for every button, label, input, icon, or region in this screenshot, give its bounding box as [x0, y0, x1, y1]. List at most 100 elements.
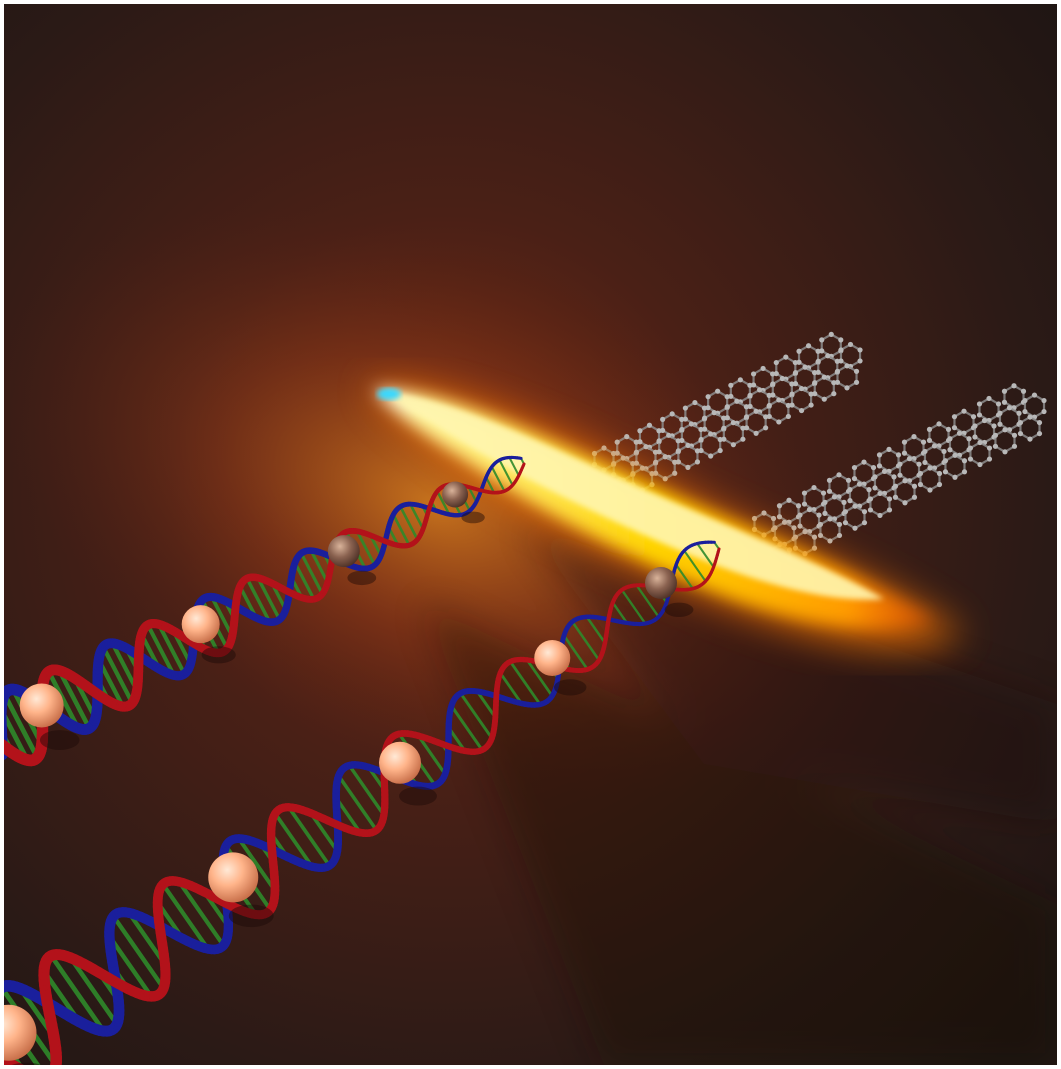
graphene-atom — [819, 337, 825, 343]
graphene-atom — [705, 394, 711, 400]
graphene-atom — [897, 472, 903, 478]
base-pair — [675, 564, 694, 590]
graphene-atom — [662, 454, 668, 460]
graphene-atom — [740, 436, 746, 442]
graphene-atom — [831, 391, 837, 397]
graphene-atom — [685, 464, 691, 470]
graphene-atom — [886, 446, 892, 452]
graphene-atom — [750, 382, 757, 388]
graphene-atom — [1036, 419, 1043, 426]
base-pair — [409, 503, 425, 530]
graphene-atom — [847, 487, 853, 493]
graphene-atom — [931, 443, 938, 449]
graphene-atom — [986, 456, 993, 462]
graphene-atom — [972, 423, 978, 429]
graphene-atom — [1002, 427, 1008, 433]
base-pair — [490, 466, 506, 492]
base-pair — [499, 672, 523, 705]
graphene-atom — [801, 501, 808, 507]
strand-red — [716, 547, 721, 554]
graphene-atom — [724, 404, 730, 410]
base-pair — [347, 764, 386, 817]
graphene-atom — [911, 494, 918, 500]
graphene-atom — [708, 431, 714, 437]
graphene-atom — [881, 468, 888, 475]
graphene-atom — [643, 444, 649, 450]
flame — [369, 384, 964, 649]
base-pair — [110, 642, 139, 692]
graphene-atom — [853, 368, 860, 374]
graphene-atom — [773, 370, 779, 377]
base-pair — [46, 670, 81, 730]
dna-helices — [4, 455, 721, 1065]
graphene-atom — [927, 465, 933, 471]
graphene-atom — [633, 449, 640, 455]
graphene-atom — [867, 496, 874, 502]
base-pair — [57, 669, 92, 730]
graphene-atom — [820, 490, 827, 496]
base-pair — [309, 549, 329, 584]
graphene-atom — [822, 499, 828, 505]
base-pair — [450, 705, 484, 751]
graphene-atom — [906, 456, 913, 462]
graphene-atom — [942, 458, 949, 464]
graphene-atom — [737, 377, 743, 383]
graphene-atom — [1031, 392, 1038, 398]
base-pair — [485, 476, 495, 494]
graphene-atom — [866, 487, 872, 493]
graphene-atom — [637, 428, 643, 434]
graphene-atom — [692, 399, 698, 406]
graphene-atom — [763, 425, 769, 431]
graphene-atom — [856, 481, 863, 487]
graphene-atom — [917, 481, 924, 488]
graphene-atom — [815, 369, 821, 375]
graphene-atom — [920, 439, 927, 445]
graphene-atom — [922, 448, 928, 455]
graphene-atom — [956, 430, 963, 436]
graphene-atom — [1017, 419, 1024, 426]
graphene-atom — [776, 397, 782, 403]
image-frame — [4, 4, 1057, 1065]
base-pair — [49, 954, 106, 1033]
graphene-atom — [1017, 430, 1024, 437]
graphene-atom — [698, 447, 704, 454]
graphene-atom — [845, 477, 852, 483]
graphene-atom — [781, 519, 788, 525]
graphene-atom — [797, 512, 803, 518]
graphene-atom — [819, 348, 825, 354]
graphene-atom — [976, 412, 983, 418]
graphene-atom — [770, 515, 777, 522]
base-pair — [355, 530, 376, 566]
graphene-atom — [786, 497, 792, 503]
base-pair — [309, 812, 339, 853]
graphene-atom — [886, 507, 893, 513]
graphene-atom — [852, 525, 858, 531]
graphene-atom — [776, 419, 782, 425]
graphene-atom — [861, 509, 868, 515]
graphene-atom — [836, 472, 842, 478]
graphene-atom — [702, 426, 708, 432]
graphene-atom — [941, 448, 947, 455]
graphene-atom — [844, 385, 850, 391]
graphene-atom — [624, 434, 630, 440]
graphene-atom — [936, 421, 942, 427]
base-pair — [498, 459, 514, 486]
graphene-atom — [821, 396, 827, 402]
graphene-atom — [796, 359, 802, 365]
graphene-atom — [838, 358, 844, 364]
flame-tip-icon — [377, 388, 401, 400]
graphene-atom — [792, 381, 799, 387]
graphene-atom — [816, 512, 822, 518]
graphene-atom — [1001, 399, 1008, 405]
graphene-atom — [834, 379, 841, 385]
graphene-atom — [815, 358, 821, 364]
graphene-atom — [792, 534, 799, 540]
graphene-atom — [711, 410, 717, 416]
graphene-atom — [646, 422, 653, 428]
nanoparticle-sphere — [379, 741, 421, 784]
graphene-atom — [682, 405, 688, 411]
graphene-atom — [734, 398, 740, 404]
graphene-atom — [886, 496, 893, 502]
graphene-atom — [743, 414, 750, 420]
graphene-atom — [783, 354, 789, 360]
